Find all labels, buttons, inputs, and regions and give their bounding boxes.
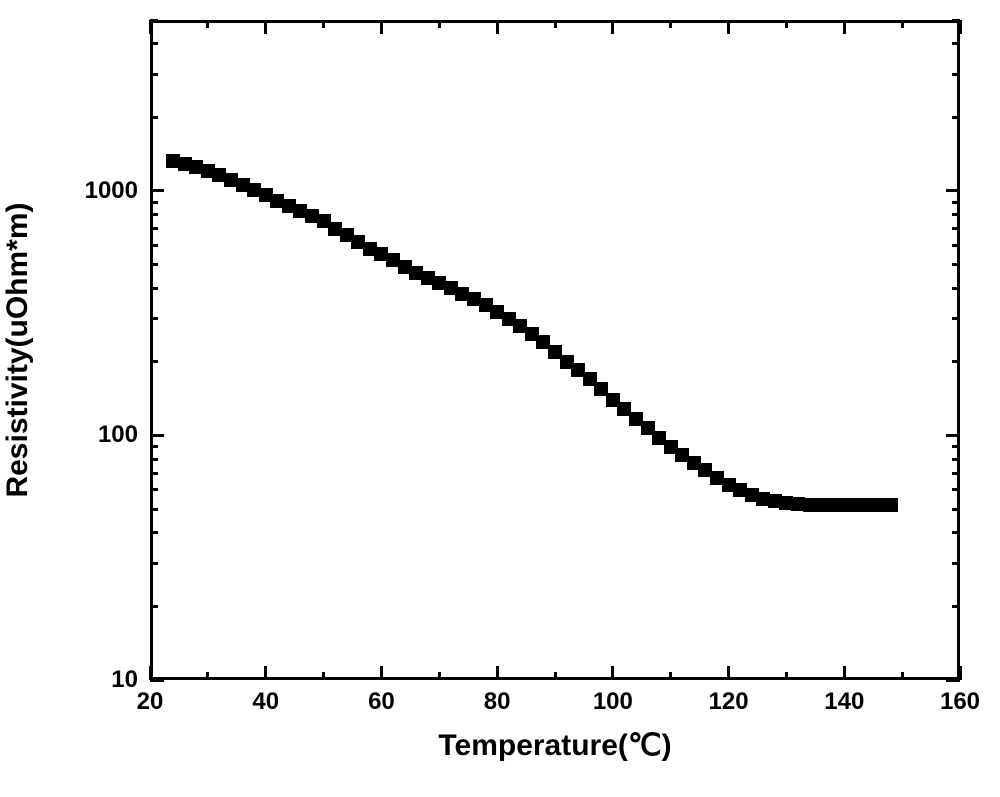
x-tick-label: 160 xyxy=(940,688,980,716)
y-tick-label: 100 xyxy=(98,421,138,449)
x-tick-label: 140 xyxy=(824,688,864,716)
data-point xyxy=(884,498,898,512)
y-tick-label: 1000 xyxy=(85,177,138,205)
x-tick-label: 80 xyxy=(484,688,511,716)
x-axis-label: Temperature(℃) xyxy=(438,728,671,763)
y-tick-label: 10 xyxy=(111,666,138,694)
plot-area xyxy=(150,20,960,680)
x-tick-label: 20 xyxy=(137,688,164,716)
y-axis-label: Resistivity(uOhm*m) xyxy=(1,202,35,497)
x-tick-label: 40 xyxy=(252,688,279,716)
resistivity-chart: 20 40 60 80 100 120 140 160 10 100 1000 Temperatur… xyxy=(0,0,1000,797)
x-tick-label: 60 xyxy=(368,688,395,716)
x-tick-label: 100 xyxy=(593,688,633,716)
x-tick-label: 120 xyxy=(709,688,749,716)
